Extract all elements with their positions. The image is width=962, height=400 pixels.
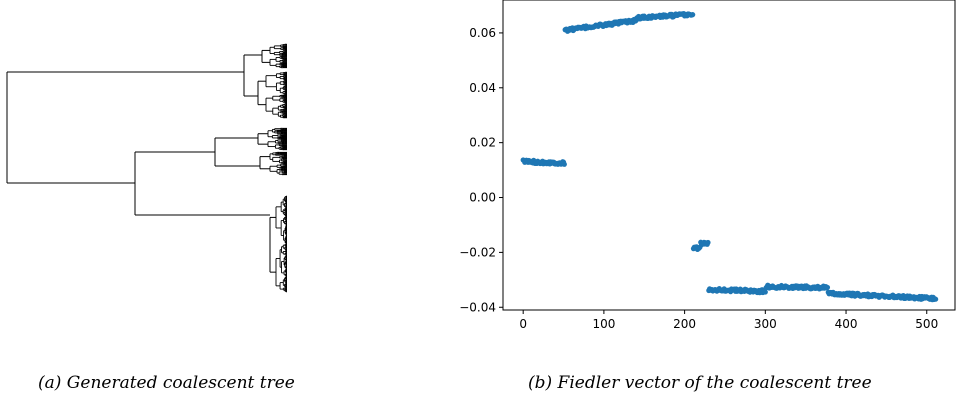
plot-frame	[502, 0, 956, 311]
scatter-point	[690, 12, 696, 18]
y-tick-label: 0.06	[469, 26, 496, 40]
y-tick-label: 0.02	[469, 136, 496, 150]
x-tick-label: 500	[915, 317, 938, 331]
scatter-points	[520, 10, 939, 303]
x-tick-label: 100	[592, 317, 615, 331]
x-tick-label: 300	[754, 317, 777, 331]
fiedler-scatter-plot: 0 100 200 300 400 500 −0.04 −0.02 0.00 0.02 0.04 0.…	[459, 0, 956, 331]
scatter-axes: 0 100 200 300 400 500 −0.04 −0.02 0.00 0.02 0.04 0.…	[459, 0, 956, 331]
scatter-point	[933, 296, 939, 302]
y-tick-label: −0.04	[459, 300, 496, 314]
scatter-point	[824, 284, 831, 291]
y-tick-label: 0.00	[469, 191, 496, 205]
y-tick-label: 0.04	[469, 81, 496, 95]
x-tick-label: 400	[835, 317, 858, 331]
caption-b: (b) Fiedler vector of the coalescent tre…	[528, 373, 872, 393]
scatter-point	[762, 289, 768, 295]
scatter-point	[561, 161, 567, 167]
caption-a: (a) Generated coalescent tree	[38, 373, 295, 393]
x-tick-label: 0	[519, 317, 527, 331]
scatter-point	[705, 239, 711, 246]
coalescent-tree	[6, 43, 287, 293]
x-tick-label: 200	[673, 317, 696, 331]
y-tick-label: −0.02	[459, 245, 496, 259]
